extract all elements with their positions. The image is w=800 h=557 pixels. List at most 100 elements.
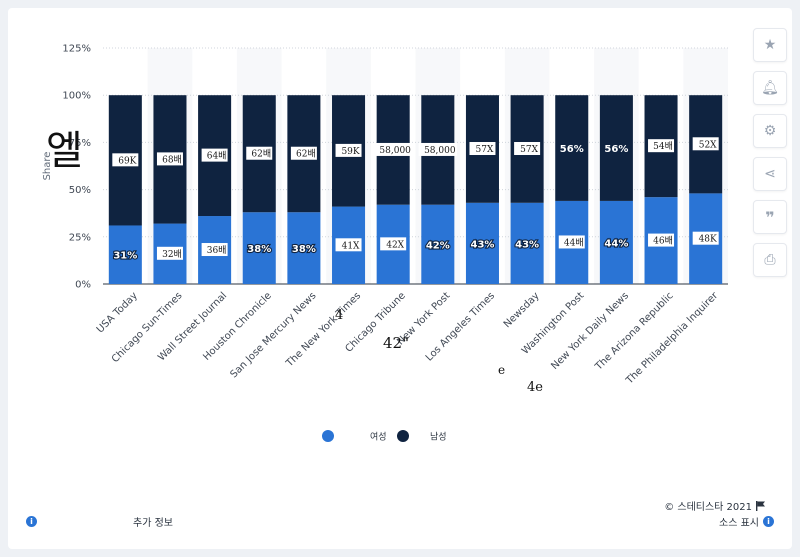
bar-female[interactable]	[242, 212, 276, 284]
data-label-female: 48K	[699, 235, 717, 245]
bar-female[interactable]	[421, 204, 455, 284]
data-label-male: 56%	[604, 144, 628, 155]
more-info-link[interactable]: 추가 정보	[133, 518, 173, 529]
bar-female[interactable]	[287, 212, 321, 284]
data-label-female-box	[335, 238, 362, 252]
cite-button[interactable]: ❞	[753, 200, 787, 234]
y-tick-label: 75%	[69, 138, 91, 149]
data-label-male: 58,000	[379, 146, 411, 156]
bar-female[interactable]	[599, 200, 633, 284]
data-label-male-box	[156, 152, 183, 166]
data-label-male: 54배	[653, 141, 673, 152]
data-label-female-box	[201, 243, 228, 257]
data-label-male: 56%	[560, 144, 584, 155]
data-label-female: 38%	[292, 244, 316, 255]
legend-label[interactable]: 남성	[430, 432, 447, 443]
copyright: © 스테티스타 2021	[664, 498, 766, 513]
data-label-female: 36배	[207, 245, 227, 256]
share-icon: ⋖	[764, 166, 776, 182]
data-label-female-box	[558, 235, 585, 249]
legend-marker[interactable]	[322, 430, 334, 442]
favorite-button[interactable]: ★	[753, 28, 787, 62]
overlay-glyph-large: 엘	[46, 128, 83, 174]
data-label-female: 41X	[342, 241, 360, 251]
data-label-male: 57X	[476, 145, 494, 155]
data-label-female: 38%	[247, 244, 271, 255]
x-tick-label: New York Daily News	[549, 290, 631, 372]
stacked-bar-chart: 0% 25% 50% 75% 100% 125% Share 31% 69K USA Today 3…	[42, 44, 728, 443]
data-label-female-box	[648, 233, 675, 247]
bar-male[interactable]	[555, 95, 589, 201]
data-label-female-box	[156, 246, 183, 260]
flag-icon	[756, 500, 765, 511]
chart-card: 0% 25% 50% 75% 100% 125% Share 31% 69K USA Today 3…	[8, 8, 792, 549]
notification-button[interactable]: 🔔︎	[753, 71, 787, 105]
y-tick-label: 25%	[69, 232, 91, 243]
data-label-male-box	[335, 143, 362, 157]
data-label-female: 31%	[113, 251, 137, 262]
data-label-male-box	[201, 148, 228, 162]
share-button[interactable]: ⋖	[753, 157, 787, 191]
settings-button[interactable]: ⚙	[753, 114, 787, 148]
data-label-male-box	[514, 142, 541, 156]
data-label-male: 69K	[118, 156, 136, 166]
print-icon: ⎙	[764, 252, 776, 268]
overlay-glyph-4: 4	[335, 308, 344, 323]
data-label-male-box	[418, 142, 458, 156]
x-tick-label: The Arizona Republic	[593, 290, 676, 373]
y-tick-label: 100%	[62, 91, 91, 102]
data-label-female: 46배	[653, 236, 673, 247]
overlay-glyph-4e: 4e	[527, 380, 543, 395]
info-icon: i	[26, 516, 37, 527]
legend-label[interactable]: 여성	[370, 431, 387, 443]
x-tick-label: The New York Times	[284, 290, 364, 370]
y-axis-label: Share	[42, 152, 53, 181]
bell-icon: 🔔︎	[761, 80, 779, 96]
x-tick-label: Newsday	[502, 290, 542, 330]
data-label-female-box	[380, 237, 407, 251]
source-link[interactable]: 소스 표시 i	[719, 514, 774, 529]
x-tick-label: San Jose Mercury News	[228, 290, 318, 380]
bar-male[interactable]	[599, 95, 633, 201]
data-label-male: 62배	[251, 149, 271, 160]
gear-icon: ⚙	[763, 123, 777, 139]
data-label-male: 52X	[699, 140, 717, 150]
data-label-male: 62배	[296, 149, 316, 160]
info-icon: i	[763, 516, 774, 527]
x-tick-label: USA Today	[95, 290, 140, 335]
legend-marker[interactable]	[397, 430, 409, 442]
data-label-male: 64배	[207, 151, 227, 162]
toolbar: ★ 🔔︎ ⚙ ⋖ ❞ ⎙	[753, 28, 787, 286]
data-label-male-box	[246, 146, 273, 160]
data-label-female: 42X	[386, 240, 404, 250]
data-label-female: 42%	[426, 240, 450, 251]
bar-female[interactable]	[465, 202, 499, 284]
data-label-male-box	[692, 137, 719, 151]
copyright-text: © 스테티스타 2021	[664, 502, 752, 513]
data-label-male: 57X	[520, 145, 538, 155]
print-button[interactable]: ⎙	[753, 243, 787, 277]
bar-female[interactable]	[510, 202, 544, 284]
source-text: 소스 표시	[719, 518, 759, 529]
data-label-male-box	[290, 146, 317, 160]
data-label-female: 43%	[515, 239, 539, 250]
overlay-glyph-e: e	[498, 363, 506, 377]
y-tick-label: 50%	[69, 185, 91, 196]
x-tick-label: The Philadelphia Inquirer	[624, 290, 721, 387]
data-label-male: 68배	[162, 154, 182, 165]
footer-left: i 추가 정보	[26, 514, 173, 529]
bar-female[interactable]	[108, 225, 142, 284]
y-tick-label: 125%	[62, 44, 91, 55]
data-label-male-box	[469, 142, 496, 156]
data-label-male-box	[373, 142, 413, 156]
data-label-female-box	[692, 231, 719, 245]
data-label-male-box	[112, 153, 139, 167]
overlay-glyph-42: 42"	[383, 334, 409, 352]
data-label-female: 44%	[604, 238, 628, 249]
data-label-male: 58,000	[424, 146, 456, 156]
data-label-female: 32배	[162, 249, 182, 260]
data-label-male: 59K	[341, 147, 359, 157]
quote-icon: ❞	[765, 207, 775, 227]
star-icon: ★	[763, 37, 777, 53]
y-tick-label: 0%	[75, 280, 91, 291]
